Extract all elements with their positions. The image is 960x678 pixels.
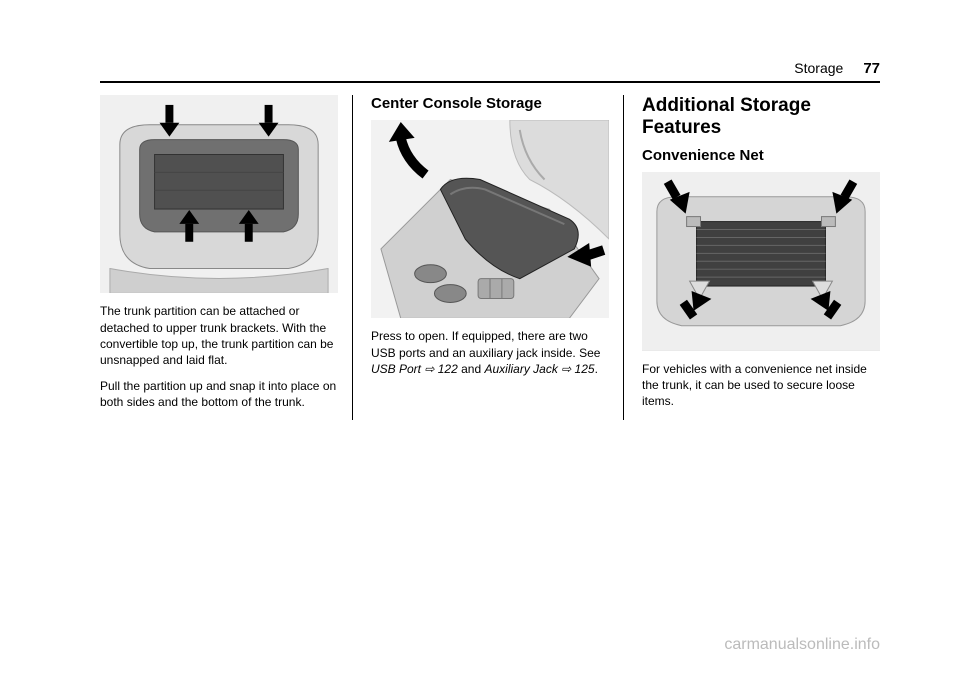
col1-paragraph-1: The trunk partition can be attached or d…: [100, 303, 338, 368]
col2-paragraph-1: Press to open. If equipped, there are tw…: [371, 328, 609, 377]
col3-heading-1: Additional Storage Features: [642, 95, 880, 139]
aux-jack-ref: ⇨ 125: [558, 362, 595, 376]
content-columns: The trunk partition can be attached or d…: [100, 95, 880, 420]
col3-heading-2: Convenience Net: [642, 147, 880, 164]
aux-jack-link[interactable]: Auxiliary Jack: [484, 362, 557, 376]
page-header: Storage 77: [100, 60, 880, 83]
col2-text-c: .: [595, 362, 598, 376]
col3-paragraph-1: For vehicles with a convenience net insi…: [642, 361, 880, 410]
col2-heading: Center Console Storage: [371, 95, 609, 112]
header-page-number: 77: [863, 60, 880, 77]
page: Storage 77: [0, 0, 960, 678]
center-console-illustration: [371, 120, 609, 318]
convenience-net-illustration: [642, 172, 880, 351]
usb-port-ref: ⇨ 122: [421, 362, 458, 376]
column-2: Center Console Storage: [371, 95, 624, 420]
usb-port-link[interactable]: USB Port: [371, 362, 421, 376]
watermark: carmanualsonline.info: [724, 636, 880, 654]
column-1: The trunk partition can be attached or d…: [100, 95, 353, 420]
col1-paragraph-2: Pull the partition up and snap it into p…: [100, 378, 338, 410]
trunk-partition-illustration: [100, 95, 338, 293]
col2-text-b: and: [458, 362, 485, 376]
header-section-title: Storage: [794, 60, 843, 76]
column-3: Additional Storage Features Convenience …: [642, 95, 880, 420]
col2-text-a: Press to open. If equipped, there are tw…: [371, 329, 600, 359]
